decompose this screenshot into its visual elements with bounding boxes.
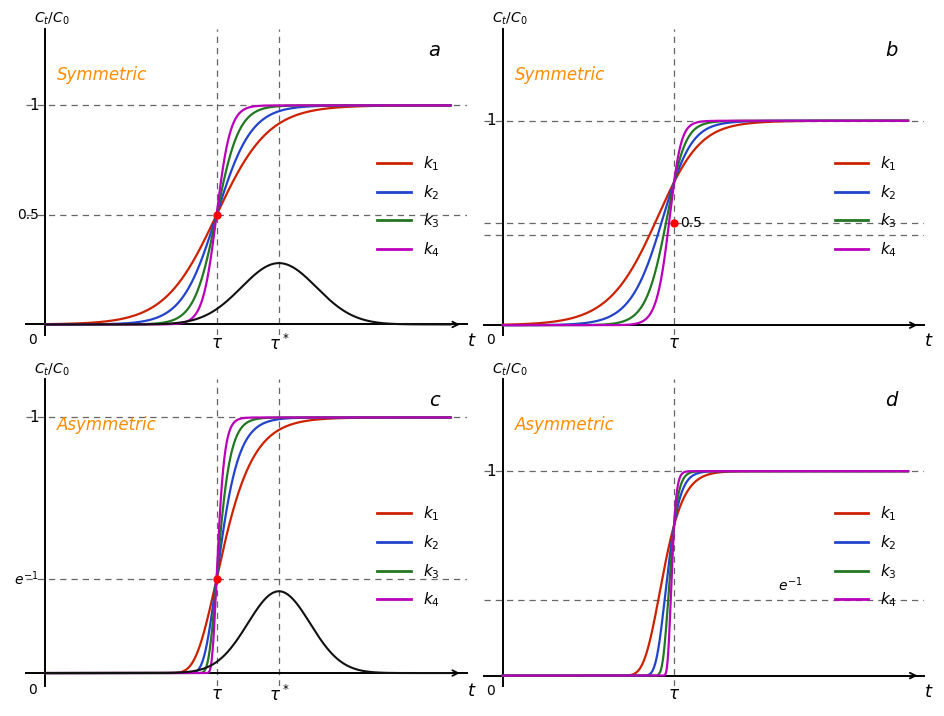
- Legend: $k_{1}$, $k_{2}$, $k_{3}$, $k_{4}$: $k_{1}$, $k_{2}$, $k_{3}$, $k_{4}$: [828, 498, 902, 616]
- Text: $t$: $t$: [923, 332, 933, 350]
- Text: Asymmetric: Asymmetric: [57, 416, 157, 434]
- Text: $C_t/C_0$: $C_t/C_0$: [491, 11, 527, 27]
- Text: Symmetric: Symmetric: [57, 66, 147, 84]
- Text: 1: 1: [486, 464, 496, 479]
- Text: $t$: $t$: [923, 683, 933, 701]
- Text: c: c: [430, 392, 440, 410]
- Text: $\tau$: $\tau$: [211, 684, 223, 702]
- Text: 0: 0: [485, 684, 495, 698]
- Text: $C_t/C_0$: $C_t/C_0$: [34, 362, 70, 377]
- Text: 0: 0: [28, 333, 37, 347]
- Text: 0.5: 0.5: [680, 216, 701, 230]
- Text: d: d: [885, 392, 897, 410]
- Legend: $k_{1}$, $k_{2}$, $k_{3}$, $k_{4}$: $k_{1}$, $k_{2}$, $k_{3}$, $k_{4}$: [370, 498, 446, 616]
- Legend: $k_{1}$, $k_{2}$, $k_{3}$, $k_{4}$: $k_{1}$, $k_{2}$, $k_{3}$, $k_{4}$: [370, 148, 446, 265]
- Text: 1: 1: [29, 410, 39, 425]
- Text: $\tau$: $\tau$: [667, 684, 680, 703]
- Text: a: a: [428, 41, 440, 60]
- Text: $e^{-1}$: $e^{-1}$: [778, 576, 802, 594]
- Text: b: b: [885, 41, 897, 60]
- Text: $C_t/C_0$: $C_t/C_0$: [491, 362, 527, 377]
- Text: Asymmetric: Asymmetric: [514, 416, 614, 434]
- Text: $e^{-1}$: $e^{-1}$: [14, 570, 39, 589]
- Text: Symmetric: Symmetric: [514, 66, 604, 84]
- Text: 1: 1: [29, 98, 39, 113]
- Text: 1: 1: [486, 113, 496, 128]
- Text: $C_t/C_0$: $C_t/C_0$: [34, 11, 70, 27]
- Text: 0: 0: [28, 683, 37, 697]
- Text: 0.5: 0.5: [17, 208, 39, 222]
- Text: $\tau$: $\tau$: [211, 334, 223, 352]
- Text: $\tau^*$: $\tau^*$: [268, 334, 289, 354]
- Text: $t$: $t$: [466, 332, 476, 350]
- Legend: $k_{1}$, $k_{2}$, $k_{3}$, $k_{4}$: $k_{1}$, $k_{2}$, $k_{3}$, $k_{4}$: [828, 148, 902, 265]
- Text: $\tau^*$: $\tau^*$: [268, 684, 289, 705]
- Text: 0: 0: [485, 334, 495, 347]
- Text: $t$: $t$: [466, 682, 476, 700]
- Text: $\tau$: $\tau$: [667, 334, 680, 352]
